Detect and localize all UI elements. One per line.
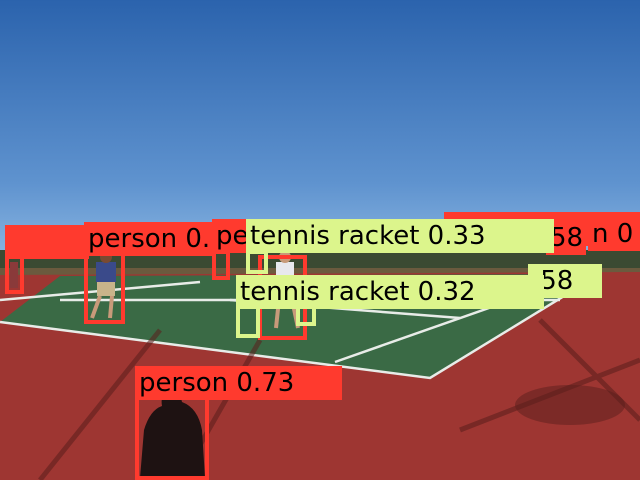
person-detection-label: n 0 bbox=[588, 217, 640, 251]
fence-base bbox=[0, 268, 640, 278]
player-far-left bbox=[10, 262, 18, 288]
person-detection-box bbox=[135, 396, 209, 480]
tennis-racket-detection-label: tennis racket 0.33 bbox=[246, 219, 554, 253]
tennis-racket-detection-box bbox=[246, 250, 268, 274]
tennis-racket-detection-label: tennis racket 0.32 bbox=[236, 275, 544, 309]
photographer-shadow bbox=[140, 391, 205, 478]
person-detection-box bbox=[84, 252, 125, 324]
person-detection-box bbox=[212, 250, 230, 280]
player-left bbox=[90, 251, 116, 319]
person-detection-label: person 0.51 bbox=[84, 222, 214, 256]
person-detection-label: pe bbox=[212, 219, 252, 253]
person-detection-label: person 0.73 bbox=[135, 366, 342, 400]
person-detection-box bbox=[5, 255, 24, 294]
foliage-shadow bbox=[515, 385, 625, 425]
person-detection-label bbox=[5, 225, 89, 259]
